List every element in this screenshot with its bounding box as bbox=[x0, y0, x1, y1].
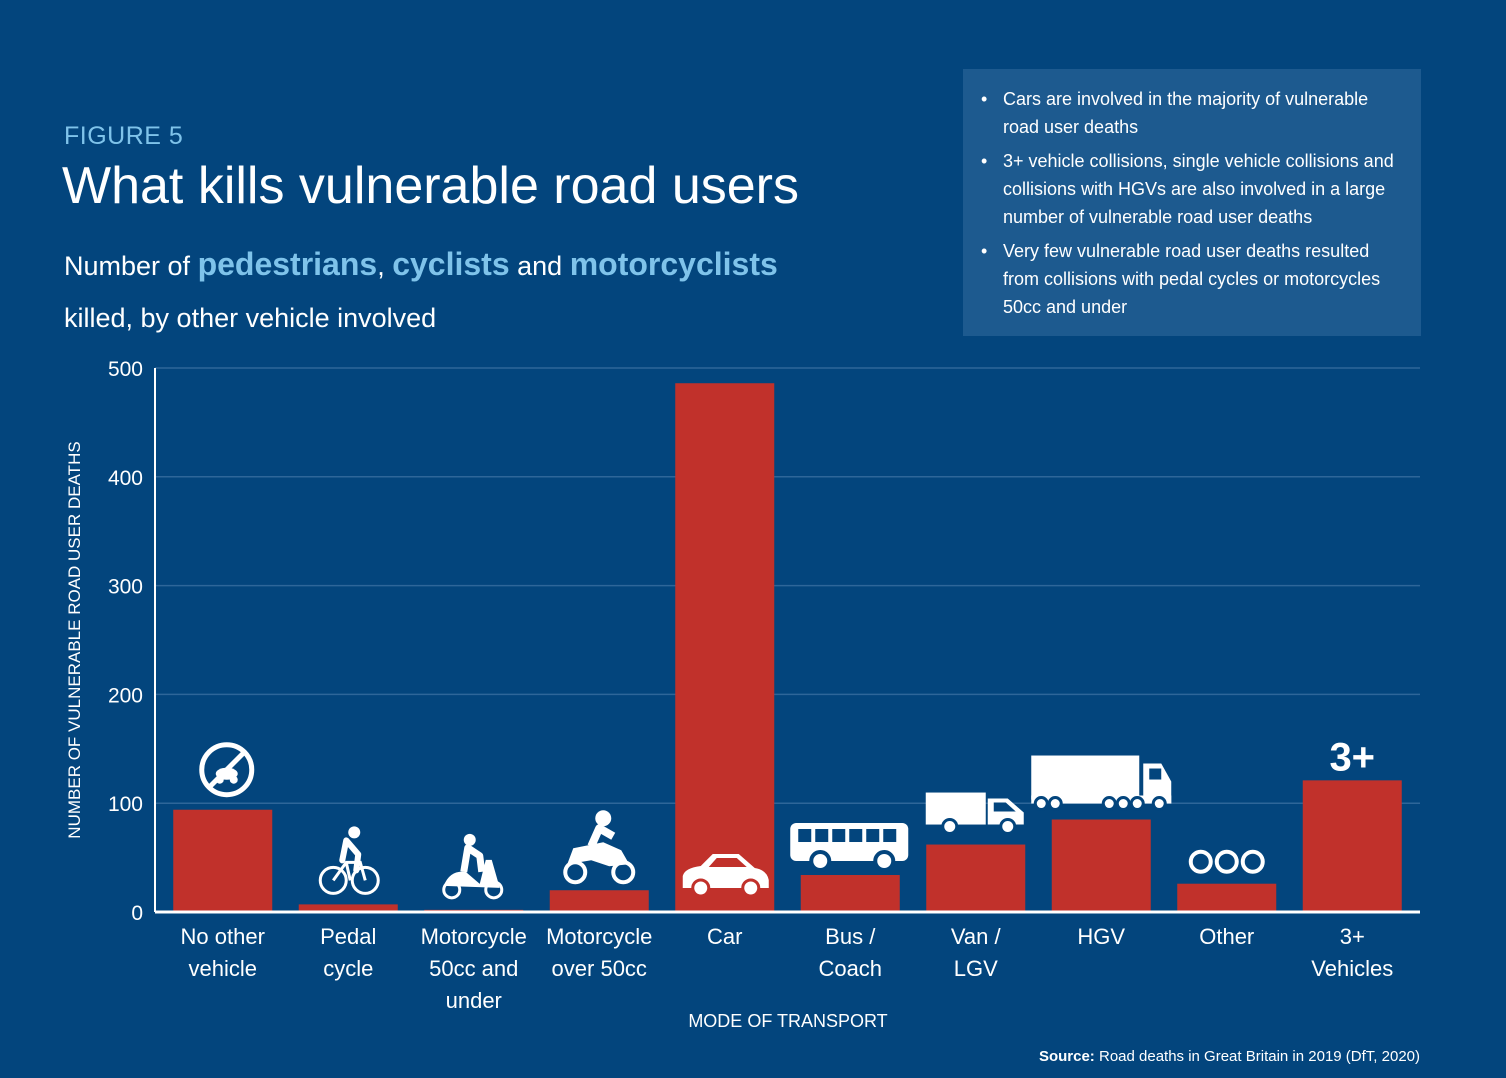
x-tick-label: Pedal bbox=[320, 924, 376, 949]
subtitle-separator: and bbox=[509, 251, 570, 281]
source-text: Road deaths in Great Britain in 2019 (Df… bbox=[1094, 1048, 1420, 1065]
page-title: What kills vulnerable road users bbox=[62, 157, 799, 215]
key-finding-item: Very few vulnerable road user deaths res… bbox=[981, 237, 1405, 321]
x-tick-label: over 50cc bbox=[552, 956, 647, 981]
bar bbox=[675, 383, 775, 912]
y-tick-label: 0 bbox=[131, 902, 143, 925]
x-tick-label: Coach bbox=[818, 956, 882, 981]
car-icon bbox=[682, 854, 769, 898]
x-tick-label: Motorcycle bbox=[421, 924, 527, 949]
y-axis-title: NUMBER OF VULNERABLE ROAD USER DEATHS bbox=[65, 441, 84, 838]
y-tick-label: 200 bbox=[108, 684, 143, 707]
bar bbox=[1177, 883, 1277, 912]
x-tick-label: Van / bbox=[951, 924, 1002, 949]
bar bbox=[800, 875, 900, 912]
x-tick-label: cycle bbox=[323, 956, 373, 981]
subtitle-prefix: Number of bbox=[64, 251, 198, 281]
y-tick-label: 300 bbox=[108, 576, 143, 599]
x-tick-labels: No other vehicle Pedal cycle Motorcycle 50cc … bbox=[181, 924, 1394, 1013]
subtitle-separator: , bbox=[377, 251, 393, 281]
bar bbox=[1051, 819, 1151, 912]
x-tick-label: Bus / bbox=[825, 924, 876, 949]
x-tick-label: Other bbox=[1199, 924, 1254, 949]
bar-icons: 3+ bbox=[199, 735, 1375, 900]
subtitle-suffix: killed, by other vehicle involved bbox=[64, 303, 437, 333]
figure-label: FIGURE 5 bbox=[64, 122, 184, 150]
bus-icon bbox=[790, 823, 909, 873]
subtitle-motorcyclists: motorcyclists bbox=[569, 246, 778, 282]
bar bbox=[1302, 780, 1402, 912]
svg-text:3+: 3+ bbox=[1329, 735, 1375, 779]
hgv-icon bbox=[1031, 755, 1172, 812]
x-tick-label: HGV bbox=[1077, 924, 1125, 949]
source-note: Source: Road deaths in Great Britain in … bbox=[1039, 1048, 1420, 1065]
key-finding-item: 3+ vehicle collisions, single vehicle co… bbox=[981, 147, 1405, 231]
gridlines bbox=[155, 367, 1420, 804]
bars bbox=[173, 383, 1402, 912]
motorcycle-icon bbox=[563, 810, 636, 885]
x-axis-title: MODE OF TRANSPORT bbox=[688, 1011, 887, 1031]
three-plus-icon: 3+ bbox=[1329, 735, 1375, 779]
subtitle-cyclists: cyclists bbox=[392, 246, 510, 282]
scooter-icon bbox=[442, 833, 504, 900]
y-tick-labels: 0 100 200 300 400 500 bbox=[108, 358, 143, 925]
subtitle-pedestrians: pedestrians bbox=[197, 246, 378, 282]
chart-subtitle: Number of pedestrians, cyclists and moto… bbox=[64, 238, 778, 344]
x-tick-label: Car bbox=[707, 924, 742, 949]
y-tick-label: 500 bbox=[108, 358, 143, 381]
x-tick-label: LGV bbox=[954, 956, 998, 981]
van-icon bbox=[925, 792, 1024, 836]
bar bbox=[173, 809, 273, 912]
key-findings-box: Cars are involved in the majority of vul… bbox=[963, 69, 1421, 336]
x-tick-label: vehicle bbox=[189, 956, 257, 981]
key-finding-item: Cars are involved in the majority of vul… bbox=[981, 85, 1405, 141]
source-label: Source: bbox=[1038, 1048, 1095, 1065]
y-tick-label: 400 bbox=[108, 467, 143, 490]
x-tick-label: 3+ bbox=[1340, 924, 1365, 949]
bar bbox=[926, 844, 1026, 912]
x-tick-label: 50cc and bbox=[429, 956, 518, 981]
no-vehicle-icon bbox=[199, 742, 255, 798]
y-tick-label: 100 bbox=[108, 793, 143, 816]
key-findings-list: Cars are involved in the majority of vul… bbox=[979, 85, 1405, 321]
x-tick-label: Motorcycle bbox=[546, 924, 652, 949]
bicycle-icon bbox=[318, 826, 380, 895]
bar bbox=[549, 890, 649, 912]
bar bbox=[298, 904, 398, 912]
x-tick-label: Vehicles bbox=[1311, 956, 1393, 981]
other-icon bbox=[1188, 849, 1265, 874]
x-tick-label: under bbox=[446, 988, 502, 1013]
x-tick-label: No other bbox=[181, 924, 265, 949]
